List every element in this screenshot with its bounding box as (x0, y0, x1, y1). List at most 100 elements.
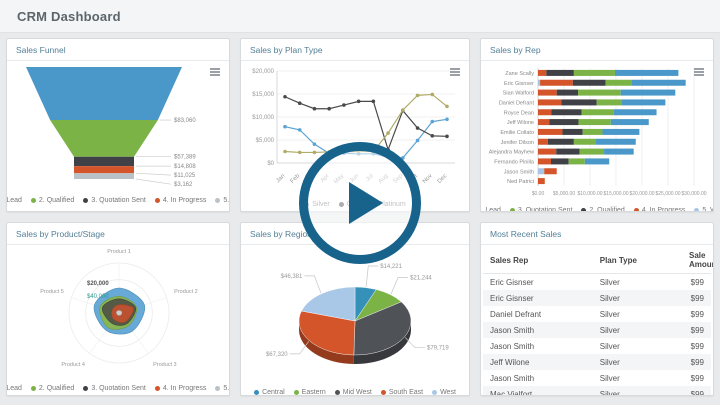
legend-item[interactable]: 1. Lead (7, 197, 22, 204)
bar-segment[interactable] (538, 178, 545, 185)
bar-segment[interactable] (605, 79, 632, 86)
legend-item[interactable]: 3. Quotation Sent (83, 385, 146, 392)
svg-text:$25,000.00: $25,000.00 (655, 191, 680, 197)
bar-segment[interactable] (572, 79, 606, 86)
legend-item[interactable]: 5. Won (215, 197, 229, 204)
pie-slice-west[interactable] (301, 286, 356, 322)
table-row[interactable]: Daniel Defrant Silver $99 (490, 309, 704, 319)
video-play-button[interactable] (299, 142, 421, 264)
bar-segment[interactable] (573, 138, 596, 145)
legend-item[interactable]: 2. Qualified (30, 197, 74, 204)
bar-segment[interactable] (546, 69, 574, 76)
bar-segment[interactable] (547, 138, 574, 145)
column-header[interactable]: Sale Amount (681, 247, 713, 274)
legend-item[interactable]: 5. Won (694, 207, 713, 211)
legend-item[interactable]: West (432, 389, 456, 395)
bar-segment[interactable] (582, 128, 603, 135)
bar-segment[interactable] (584, 158, 610, 165)
bar-segment[interactable] (621, 99, 666, 106)
legend-item[interactable]: 4. In Progress (154, 385, 206, 392)
table-row[interactable]: Jason Smith Silver $99 (490, 341, 704, 351)
bar-segment[interactable] (538, 79, 541, 86)
bar-segment[interactable] (549, 119, 579, 126)
svg-text:Product 2: Product 2 (174, 289, 198, 295)
bar-segment[interactable] (540, 79, 573, 86)
bar-segment[interactable] (556, 89, 579, 96)
bar-segment[interactable] (614, 69, 679, 76)
radar-series[interactable] (111, 304, 134, 323)
legend-item[interactable]: 1. Lead (7, 385, 22, 392)
bar-segment[interactable] (578, 119, 611, 126)
page-header: CRM Dashboard (0, 0, 720, 33)
bar-segment[interactable] (631, 79, 686, 86)
legend-dot (581, 208, 587, 211)
bar-segment[interactable] (538, 168, 545, 175)
bar-segment[interactable] (595, 138, 636, 145)
bar-segment[interactable] (551, 109, 582, 116)
legend-item[interactable]: Eastern (293, 389, 326, 395)
funnel-band-4[interactable] (74, 166, 134, 174)
table-row[interactable]: Jason Smith Silver $99 (490, 373, 704, 383)
funnel-band-3[interactable] (74, 156, 134, 167)
bar-segment[interactable] (538, 158, 551, 165)
chart-menu-icon[interactable] (450, 68, 460, 76)
bar-segment[interactable] (538, 99, 562, 106)
bar-segment[interactable] (538, 138, 548, 145)
bar-segment[interactable] (613, 109, 657, 116)
svg-text:Product 5: Product 5 (40, 289, 64, 295)
bar-segment[interactable] (596, 99, 622, 106)
legend-item[interactable]: 2. Qualified (581, 207, 625, 211)
legend-item[interactable]: 1. Lead (481, 207, 501, 211)
bar-segment[interactable] (551, 158, 569, 165)
table-row[interactable]: Mac Vialfort Silver $99 (483, 386, 711, 395)
column-header[interactable]: Sales Rep (483, 247, 593, 274)
bar-segment[interactable] (538, 69, 547, 76)
table-row[interactable]: Jason Smith Silver $99 (483, 322, 711, 338)
legend-dot (83, 386, 89, 391)
legend-item[interactable]: South East (380, 389, 423, 395)
legend-item[interactable]: Central (254, 389, 285, 395)
bar-segment[interactable] (556, 148, 580, 155)
pie-slice-south-east[interactable] (298, 310, 356, 356)
bar-segment[interactable] (538, 119, 550, 126)
bar-segment[interactable] (538, 128, 563, 135)
bar-segment[interactable] (610, 119, 649, 126)
bar-segment[interactable] (579, 148, 605, 155)
bar-segment[interactable] (581, 109, 614, 116)
legend-item[interactable]: 3. Quotation Sent (83, 197, 146, 204)
bar-segment[interactable] (604, 148, 634, 155)
bar-segment[interactable] (573, 69, 615, 76)
legend-item[interactable]: 2. Qualified (30, 385, 74, 392)
bar-segment[interactable] (620, 89, 676, 96)
funnel-band-2[interactable] (50, 120, 158, 157)
legend-dot (154, 198, 160, 203)
table-row[interactable]: Eric Gisnser Silver $99 (490, 277, 704, 287)
legend-item[interactable]: 3. Quotation Sent (509, 207, 572, 211)
legend-item[interactable]: 5. Won (215, 385, 229, 392)
table-row[interactable]: Jeff Wilone Silver $99 (483, 354, 711, 370)
funnel-band-1[interactable] (26, 67, 182, 121)
bar-segment[interactable] (562, 128, 583, 135)
bar-segment[interactable] (544, 168, 557, 175)
legend-item[interactable]: 4. In Progress (154, 197, 206, 204)
bar-segment[interactable] (561, 99, 597, 106)
table-row[interactable]: Eric Gisnser Silver $99 (483, 290, 711, 306)
funnel-legend: 1. Lead 2. Qualified 3. Quotation Sent 4. I… (7, 197, 229, 204)
svg-text:$57,389: $57,389 (174, 155, 196, 161)
chart-menu-icon[interactable] (210, 68, 220, 76)
bar-segment[interactable] (538, 109, 552, 116)
chart-menu-icon[interactable] (694, 68, 704, 76)
line-series-gold[interactable] (284, 96, 448, 152)
radar-series[interactable] (116, 310, 123, 316)
bar-segment[interactable] (602, 128, 640, 135)
legend-item[interactable]: Mid West (334, 389, 372, 395)
bar-segment[interactable] (538, 148, 557, 155)
column-header[interactable]: Plan Type (592, 247, 682, 274)
pie-slice-mid-west[interactable] (353, 301, 412, 356)
bar-segment[interactable] (568, 158, 585, 165)
bar-segment[interactable] (538, 89, 557, 96)
panel-sales-by-rep: Sales by Rep $0.00 $5,000.00 $10,000.00 $15… (480, 38, 714, 212)
legend-item[interactable]: 4. In Progress (633, 207, 685, 211)
funnel-band-5[interactable] (74, 173, 134, 179)
bar-segment[interactable] (578, 89, 621, 96)
